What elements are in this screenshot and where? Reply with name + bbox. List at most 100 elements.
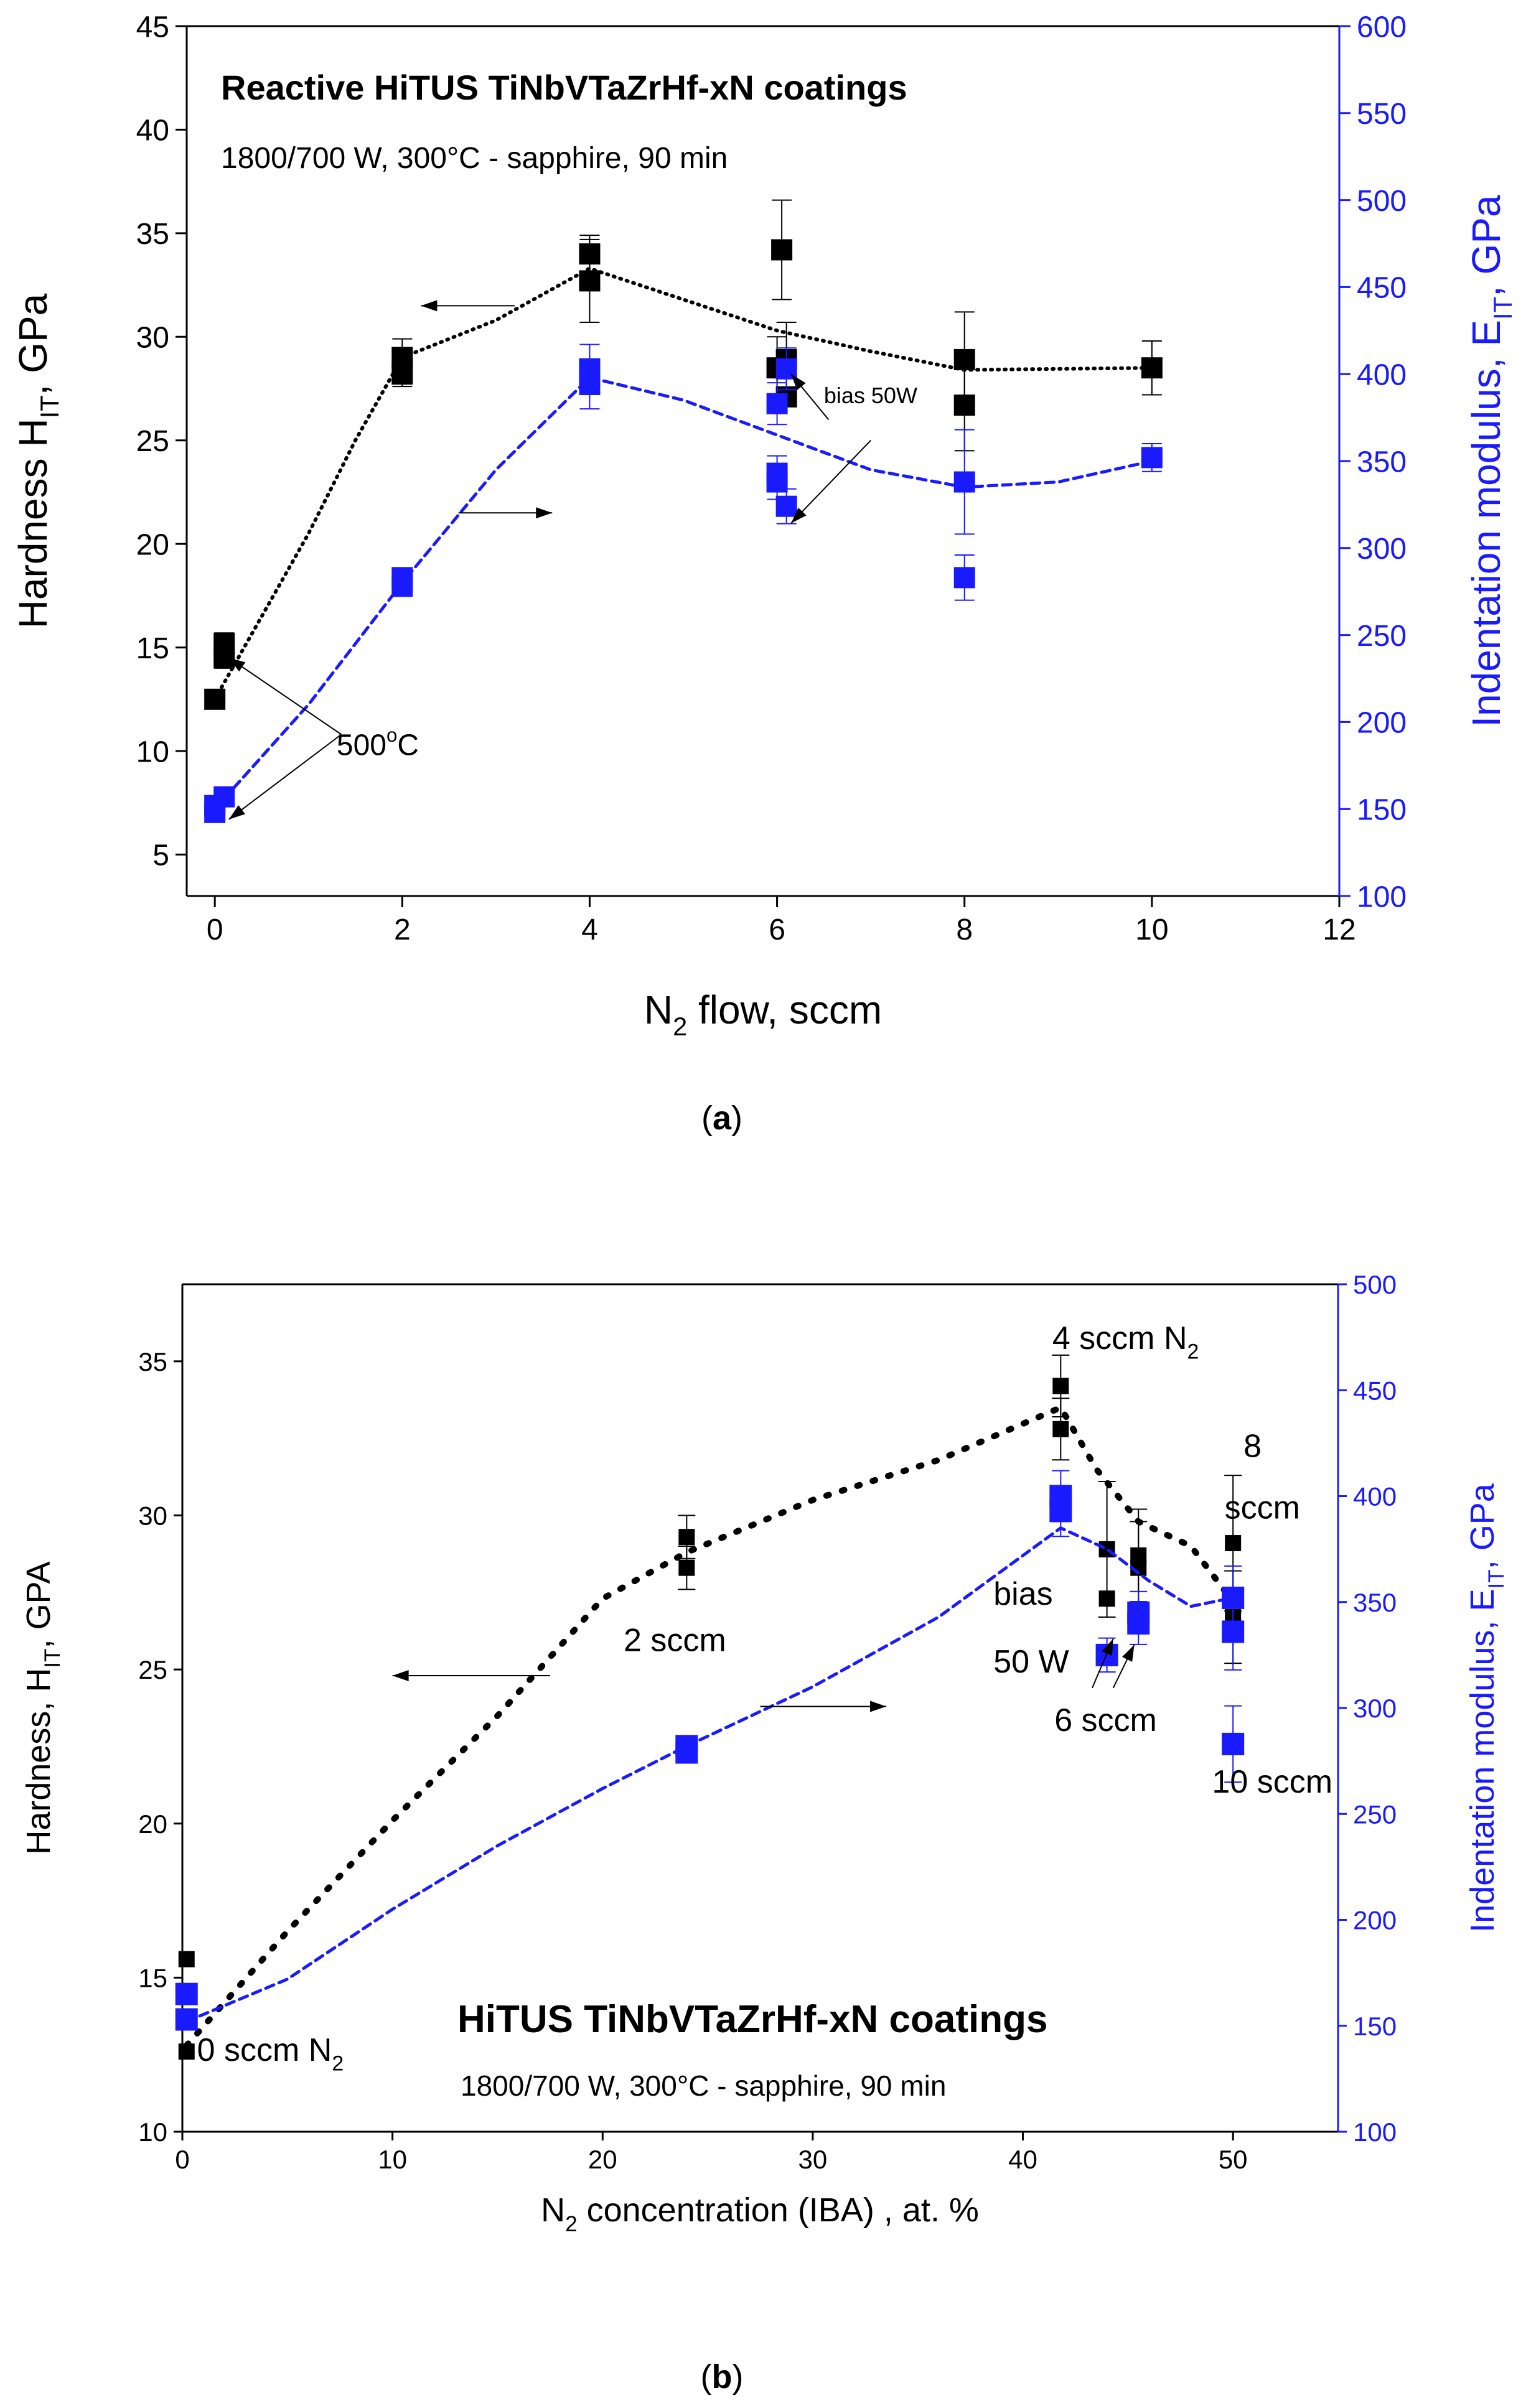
y-left-tick-label: 45 [136,11,169,44]
x-tick-label: 10 [1135,913,1168,946]
modulus-point [1127,1612,1150,1635]
annotation-label: 2 sccm [624,1622,726,1658]
modulus-point [391,576,413,597]
annotation-label: 4 sccm N2 [1052,1320,1199,1364]
annotation-label: 0 sccm N2 [197,2032,344,2076]
hardness-point [1225,1535,1242,1552]
x-tick-label: 30 [798,2145,828,2174]
chart-panel-b: 0 10 20 30 40 50 10 15 20 25 30 35 100 150 200 250 300 35… [20,1270,1509,2236]
y-right-tick-label: 100 [1357,880,1407,913]
y-left-tick-label: 15 [136,632,169,665]
chart-title: HiTUS TiNbVTaZrHf-xN coatings [457,1998,1047,2041]
modulus-point [953,471,975,493]
y-left-tick-label: 15 [138,1963,167,1992]
hardness-point [953,394,975,416]
modulus-point [175,1982,198,2005]
hardness-point [204,688,226,710]
annotation-label: 6 sccm [1054,1702,1157,1738]
y-left-axis-label: Hardness HIT, GPa [11,293,64,628]
hardness-point [213,647,235,669]
hardness-point [178,1951,195,1967]
hardness-point [1098,1590,1115,1607]
annotation-arrow [228,734,342,820]
modulus-point [1222,1620,1245,1643]
annotation-arrow [790,440,871,524]
hardness-point [678,1529,695,1546]
y-left-tick-label: 35 [136,218,169,251]
annotation-arrow-head [228,658,246,672]
y-right-tick-label: 150 [1357,793,1407,826]
y-right-tick-label: 100 [1353,2117,1397,2147]
y-right-tick-label: 250 [1357,620,1407,653]
annotation-label: 10 sccm [1212,1764,1332,1800]
x-axis-label: N2 flow, sccm [644,987,882,1041]
y-left-tick-label: 20 [138,1809,167,1839]
annotation-label: bias 50W [824,383,917,408]
y-left-tick-label: 30 [138,1501,167,1531]
annotation-arrow-head [791,374,806,390]
panel-a-caption: (a) [701,1099,742,1137]
annotation-arrow-head [1102,1638,1113,1656]
y-right-tick-label: 400 [1353,1482,1397,1511]
hardness-point [1052,1421,1069,1437]
y-left-tick-label: 25 [138,1655,167,1684]
y-right-tick-label: 200 [1353,1906,1397,1935]
annotation-label: bias [993,1576,1052,1612]
panel-b-caption: (b) [701,2358,744,2396]
x-tick-label: 0 [175,2145,189,2174]
y-left-axis-label: Hardness, HIT, GPA [20,1561,65,1854]
y-right-tick-label: 150 [1353,2012,1397,2041]
hardness-point [678,1559,695,1576]
y-right-tick-label: 350 [1353,1588,1397,1617]
chart-panel-a: 0 2 4 6 8 10 12 5 10 15 20 25 30 35 40 45 100 150 200 250 30… [11,11,1517,1041]
y-left-tick-label: 35 [138,1347,167,1376]
modulus-trend-line [185,1526,1235,2023]
y-left-tick-label: 25 [136,425,169,458]
annotation-arrow-head [228,805,245,819]
x-tick-label: 40 [1008,2145,1037,2174]
x-tick-label: 0 [207,913,223,946]
chart-subtitle: 1800/700 W, 300°C - sapphire, 90 min [461,2070,946,2102]
y-right-tick-label: 600 [1357,11,1407,44]
modulus-point [953,567,975,589]
x-tick-label: 20 [588,2145,617,2174]
modulus-point [675,1741,698,1764]
x-tick-label: 8 [956,913,973,946]
modulus-point [579,373,601,395]
y-right-tick-label: 300 [1357,533,1407,566]
hardness-point [1052,1378,1069,1394]
y-right-tick-label: 500 [1353,1270,1397,1299]
y-left-tick-label: 10 [136,735,169,768]
chart-subtitle: 1800/700 W, 300°C - sapphire, 90 min [221,142,728,175]
annotation-label: 8 [1243,1428,1262,1464]
y-right-tick-label: 450 [1353,1376,1397,1405]
hardness-point [391,363,413,385]
y-left-tick-label: 30 [136,322,169,355]
modulus-point [175,2008,198,2031]
modulus-axis-arrow-head [536,507,553,519]
modulus-point [1141,447,1163,469]
y-right-axis-label: Indentation modulus, EIT, GPa [1464,1483,1509,1933]
modulus-point [1049,1500,1072,1523]
y-right-tick-label: 500 [1357,185,1407,218]
modulus-point [213,786,235,808]
y-right-axis-label: Indentation modulus, EIT, GPa [1464,195,1517,727]
y-right-tick-label: 450 [1357,272,1407,305]
hardness-point [579,270,601,292]
annotation-arrow [228,657,342,735]
y-right-tick-label: 400 [1357,358,1407,391]
modulus-point [766,393,788,414]
y-left-tick-label: 20 [136,528,169,561]
x-tick-label: 4 [581,913,598,946]
modulus-trend-line [213,376,1154,811]
hardness-axis-arrow-head [421,300,438,312]
y-right-tick-label: 550 [1357,98,1407,131]
y-left-tick-label: 5 [152,839,169,872]
hardness-point [178,2043,195,2060]
annotation-label: 50 W [993,1644,1069,1680]
x-axis-label: N2 concentration (IBA) , at. % [541,2191,979,2236]
modulus-point [1222,1732,1245,1755]
chart-title: Reactive HiTUS TiNbVTaZrHf-xN coatings [221,68,907,107]
annotation-label: sccm [1225,1490,1300,1526]
